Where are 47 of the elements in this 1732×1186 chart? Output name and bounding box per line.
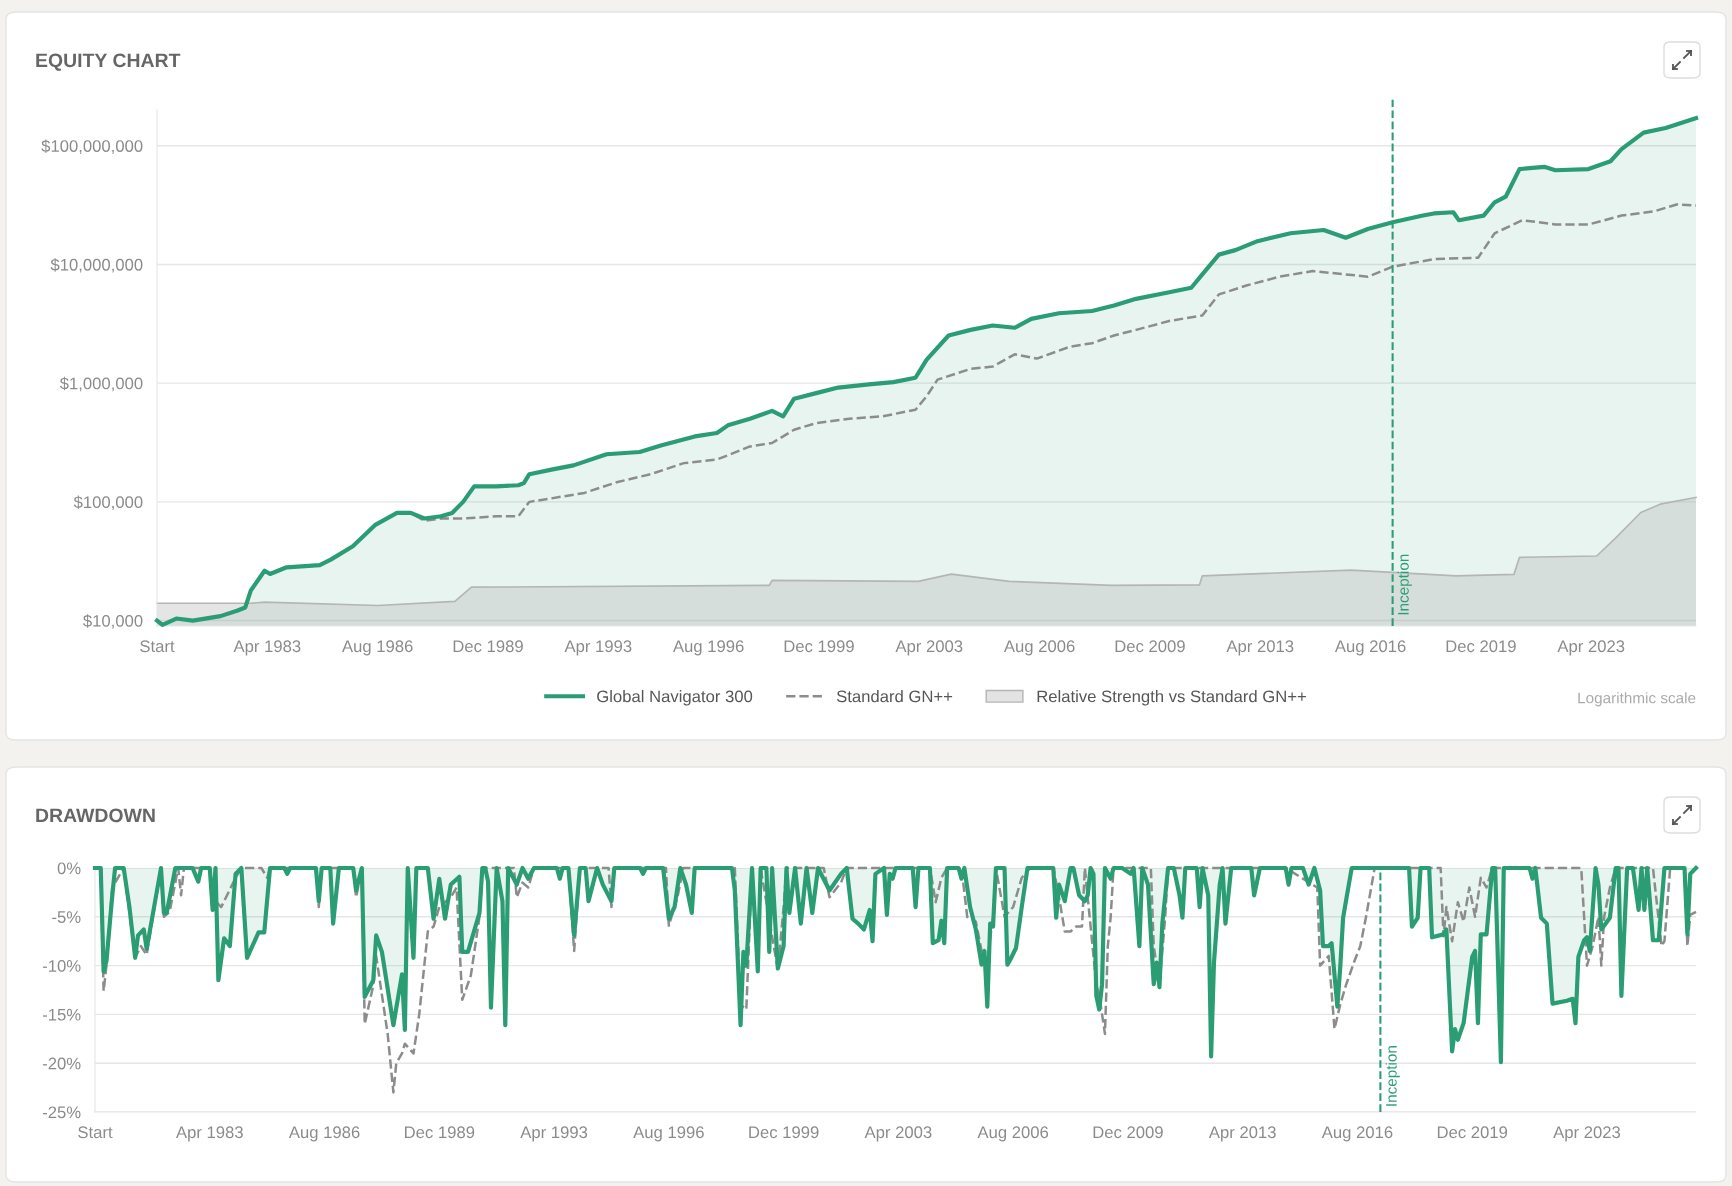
- x-tick-label: Start: [140, 640, 175, 653]
- x-tick-label: Aug 1986: [288, 1126, 360, 1142]
- y-tick-label: -20%: [42, 1057, 81, 1070]
- x-tick-label: Apr 2003: [864, 1126, 932, 1142]
- x-tick-label: Dec 1999: [784, 640, 854, 653]
- x-tick-label: Dec 2009: [1115, 640, 1185, 653]
- x-tick-label: Apr 2003: [895, 640, 963, 656]
- x-tick-label: Aug 1996: [633, 1126, 704, 1142]
- x-tick-label: Dec 2019: [1446, 640, 1516, 653]
- x-tick-label: Apr 2013: [1226, 640, 1294, 656]
- y-tick-label: -10%: [42, 960, 81, 972]
- ref-line-label: Inception: [1397, 554, 1412, 615]
- y-tick-label: $100,000,000: [41, 139, 143, 154]
- y-tick-label: $10,000: [83, 614, 143, 629]
- x-tick-label: Apr 2023: [1553, 1126, 1621, 1142]
- chart-title: EQUITY CHART: [36, 53, 181, 71]
- x-tick-label: Aug 1996: [672, 640, 744, 656]
- ref-line-label: Inception: [1385, 1046, 1400, 1106]
- y-tick-label: $1,000,000: [59, 376, 143, 392]
- x-tick-label: Aug 2016: [1321, 1126, 1393, 1142]
- legend-label: Relative Strength vs Standard GN++: [1037, 690, 1306, 706]
- x-tick-label: Dec 2019: [1437, 1126, 1508, 1139]
- x-tick-label: Dec 1989: [453, 640, 523, 653]
- text: Logarithmic scale: [1578, 692, 1696, 707]
- x-tick-label: Apr 2023: [1557, 640, 1625, 656]
- x-tick-label: Aug 1986: [342, 640, 413, 656]
- x-tick-label: Dec 1989: [405, 1126, 475, 1139]
- x-tick-label: Start: [78, 1126, 113, 1139]
- y-tick-label: $10,000,000: [50, 258, 143, 273]
- y-tick-label: $100,000: [73, 495, 143, 511]
- x-tick-label: Aug 2006: [977, 1126, 1049, 1142]
- legend-label: Global Navigator 300: [597, 690, 753, 706]
- y-tick-label: -15%: [42, 1008, 81, 1021]
- x-tick-label: Dec 1999: [749, 1126, 819, 1139]
- x-tick-label: Apr 1993: [520, 1126, 588, 1142]
- x-tick-label: Dec 2009: [1093, 1126, 1163, 1139]
- x-tick-label: Apr 2013: [1208, 1126, 1276, 1142]
- y-tick-label: 0%: [57, 862, 81, 875]
- y-tick-label: -5%: [52, 911, 81, 923]
- x-tick-label: Aug 2016: [1334, 640, 1406, 656]
- y-tick-label: -25%: [42, 1106, 81, 1119]
- x-tick-label: Apr 1983: [175, 1126, 243, 1142]
- x-tick-label: Apr 1983: [233, 640, 301, 656]
- legend-label: Standard GN++: [836, 690, 953, 703]
- x-tick-label: Apr 1993: [564, 640, 632, 656]
- x-tick-label: Aug 2006: [1003, 640, 1075, 656]
- chart-title: DRAWDOWN: [36, 808, 155, 823]
